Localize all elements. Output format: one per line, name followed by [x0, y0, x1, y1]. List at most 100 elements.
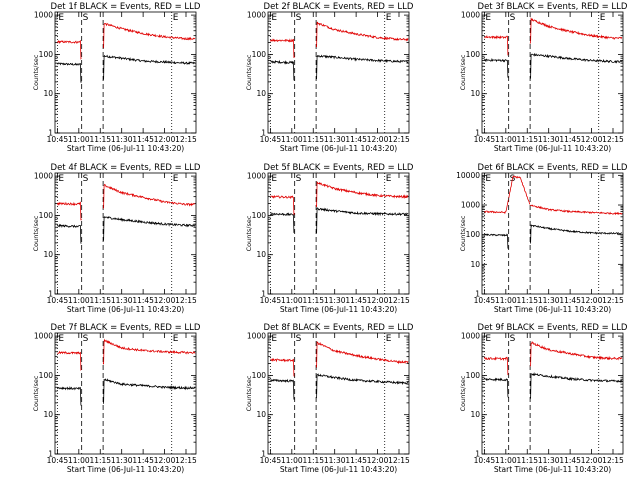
y-tick-label: 10	[256, 410, 266, 419]
y-tick-label: 1	[475, 450, 480, 459]
x-tick-label: 11:00	[68, 135, 90, 144]
series-line-events-line	[270, 211, 295, 234]
series-line-lld-line	[529, 17, 623, 44]
x-tick-label: 10:45	[260, 456, 282, 465]
x-tick-label: 11:30	[111, 135, 133, 144]
panel-title: Det 1f BLACK = Events, RED = LLD	[51, 2, 201, 12]
x-tick-label: 12:15	[602, 296, 624, 305]
x-axis-label: Start Time (06-Jul-11 10:43:20)	[494, 144, 611, 153]
x-tick-label: 11:45	[132, 135, 154, 144]
y-tick-label: 1	[475, 290, 480, 299]
marker-label-s: S	[83, 334, 89, 344]
series-line-lld-line	[484, 34, 509, 56]
x-tick-label: 11:00	[281, 135, 303, 144]
x-axis-label: Start Time (06-Jul-11 10:43:20)	[494, 305, 611, 314]
marker-label-e: E	[600, 13, 606, 23]
y-tick-label: 1000	[247, 172, 266, 181]
y-tick-label: 100	[252, 371, 267, 380]
marker-label-s: S	[296, 334, 302, 344]
y-axis-label: Counts/sec	[459, 375, 467, 411]
marker-label-s: S	[83, 13, 89, 23]
marker-label-e: E	[271, 334, 277, 344]
x-tick-label: 11:30	[111, 456, 133, 465]
plot-frame	[54, 11, 197, 134]
series-line-lld-line	[57, 201, 82, 221]
series-line-lld-line	[484, 356, 509, 376]
y-tick-label: 10000	[456, 171, 480, 180]
x-tick-label: 12:00	[154, 296, 176, 305]
x-tick-label: 12:15	[175, 456, 197, 465]
marker-label-e: E	[271, 174, 277, 184]
x-axis-label: Start Time (06-Jul-11 10:43:20)	[67, 305, 184, 314]
marker-label-s: S	[510, 13, 516, 23]
series-line-events-line	[103, 378, 196, 404]
y-tick-label: 100	[39, 211, 54, 220]
y-tick-label: 1	[48, 450, 53, 459]
x-tick-label: 11:30	[538, 456, 560, 465]
y-tick-label: 100	[252, 211, 267, 220]
detector-panel: Det 9f BLACK = Events, RED = LLD 1 10 100 10…	[459, 323, 628, 474]
detector-panel: Det 2f BLACK = Events, RED = LLD 1 10 100 10…	[245, 2, 414, 153]
plot-frame	[267, 11, 410, 134]
series-line-events-line	[270, 59, 295, 81]
series-line-lld-line	[508, 175, 531, 205]
y-tick-label: 100	[466, 50, 481, 59]
marker-label-e: E	[58, 334, 64, 344]
x-axis-label: Start Time (06-Jul-11 10:43:20)	[280, 144, 397, 153]
x-tick-label: 12:15	[602, 135, 624, 144]
marker-label-e: E	[386, 13, 392, 23]
y-axis-label: Counts/sec	[459, 54, 467, 90]
panel-title: Det 2f BLACK = Events, RED = LLD	[264, 2, 414, 12]
x-tick-label: 10:45	[260, 135, 282, 144]
y-tick-label: 1000	[461, 11, 480, 20]
series-line-lld-line	[102, 183, 196, 209]
x-tick-label: 10:45	[474, 456, 496, 465]
detector-panel: Det 8f BLACK = Events, RED = LLD 1 10 100 10…	[245, 323, 414, 474]
detector-panel: Det 5f BLACK = Events, RED = LLD 1 10 100 10…	[245, 163, 414, 314]
x-tick-label: 10:45	[47, 456, 69, 465]
marker-label-e: E	[485, 13, 491, 23]
plot-frame	[54, 332, 197, 455]
y-axis-label: Counts/sec	[245, 215, 253, 251]
x-tick-label: 11:30	[538, 135, 560, 144]
y-tick-label: 10	[43, 250, 53, 259]
x-tick-label: 11:45	[132, 456, 154, 465]
marker-label-e: E	[58, 13, 64, 23]
marker-label-e: E	[386, 174, 392, 184]
series-line-lld-line	[102, 22, 196, 49]
x-tick-label: 11:00	[495, 135, 517, 144]
series-line-events-line	[529, 371, 623, 399]
series-line-lld-line	[270, 38, 295, 59]
y-tick-label: 1	[48, 129, 53, 138]
marker-label-e: E	[485, 174, 491, 184]
y-tick-label: 100	[39, 50, 54, 59]
y-tick-label: 100	[466, 371, 481, 380]
marker-label-e: E	[173, 334, 179, 344]
x-tick-label: 12:00	[581, 296, 603, 305]
y-axis-label: Counts/sec	[459, 215, 467, 251]
series-line-lld-line	[484, 199, 509, 215]
x-tick-label: 11:00	[68, 296, 90, 305]
plot-frame	[481, 172, 624, 295]
marker-label-e: E	[485, 334, 491, 344]
y-axis-label: Counts/sec	[32, 54, 40, 90]
marker-label-s: S	[296, 13, 302, 23]
y-tick-label: 1	[261, 129, 266, 138]
plot-frame	[267, 172, 410, 295]
x-tick-label: 10:45	[474, 296, 496, 305]
panel-title: Det 8f BLACK = Events, RED = LLD	[264, 323, 414, 333]
x-tick-label: 12:00	[154, 135, 176, 144]
x-tick-label: 11:45	[345, 296, 367, 305]
y-tick-label: 1	[261, 290, 266, 299]
series-line-lld-line	[102, 338, 196, 365]
y-tick-label: 100	[39, 371, 54, 380]
plot-frame	[54, 172, 197, 295]
series-line-lld-line	[315, 341, 409, 368]
series-line-events-line	[484, 377, 509, 398]
series-line-events-line	[529, 224, 623, 244]
series-line-lld-line	[315, 181, 409, 207]
marker-label-e: E	[600, 334, 606, 344]
x-tick-label: 11:00	[68, 456, 90, 465]
x-tick-label: 11:30	[324, 456, 346, 465]
